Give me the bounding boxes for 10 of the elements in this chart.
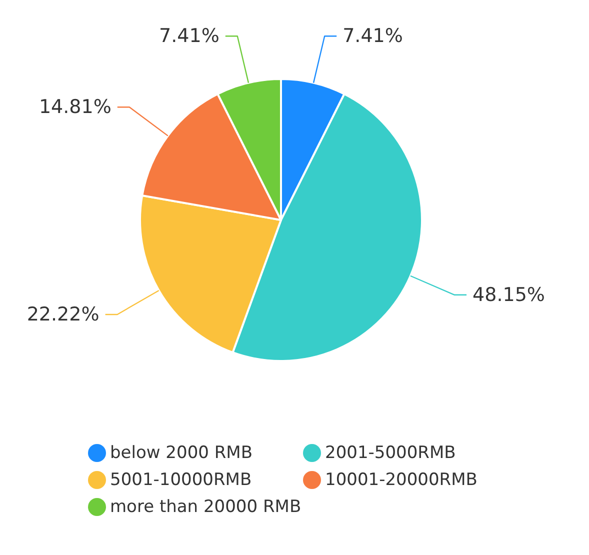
legend-label: 2001-5000RMB — [325, 443, 456, 463]
legend-label: below 2000 RMB — [110, 443, 252, 463]
legend-label: more than 20000 RMB — [110, 497, 302, 517]
legend-label: 10001-20000RMB — [325, 470, 478, 490]
legend-label: 5001-10000RMB — [110, 470, 252, 490]
data-label: 7.41% — [159, 25, 220, 48]
data-label: 7.41% — [342, 25, 403, 48]
data-label: 22.22% — [26, 303, 100, 326]
data-label: 14.81% — [38, 96, 112, 118]
data-label: 48.15% — [472, 284, 545, 306]
